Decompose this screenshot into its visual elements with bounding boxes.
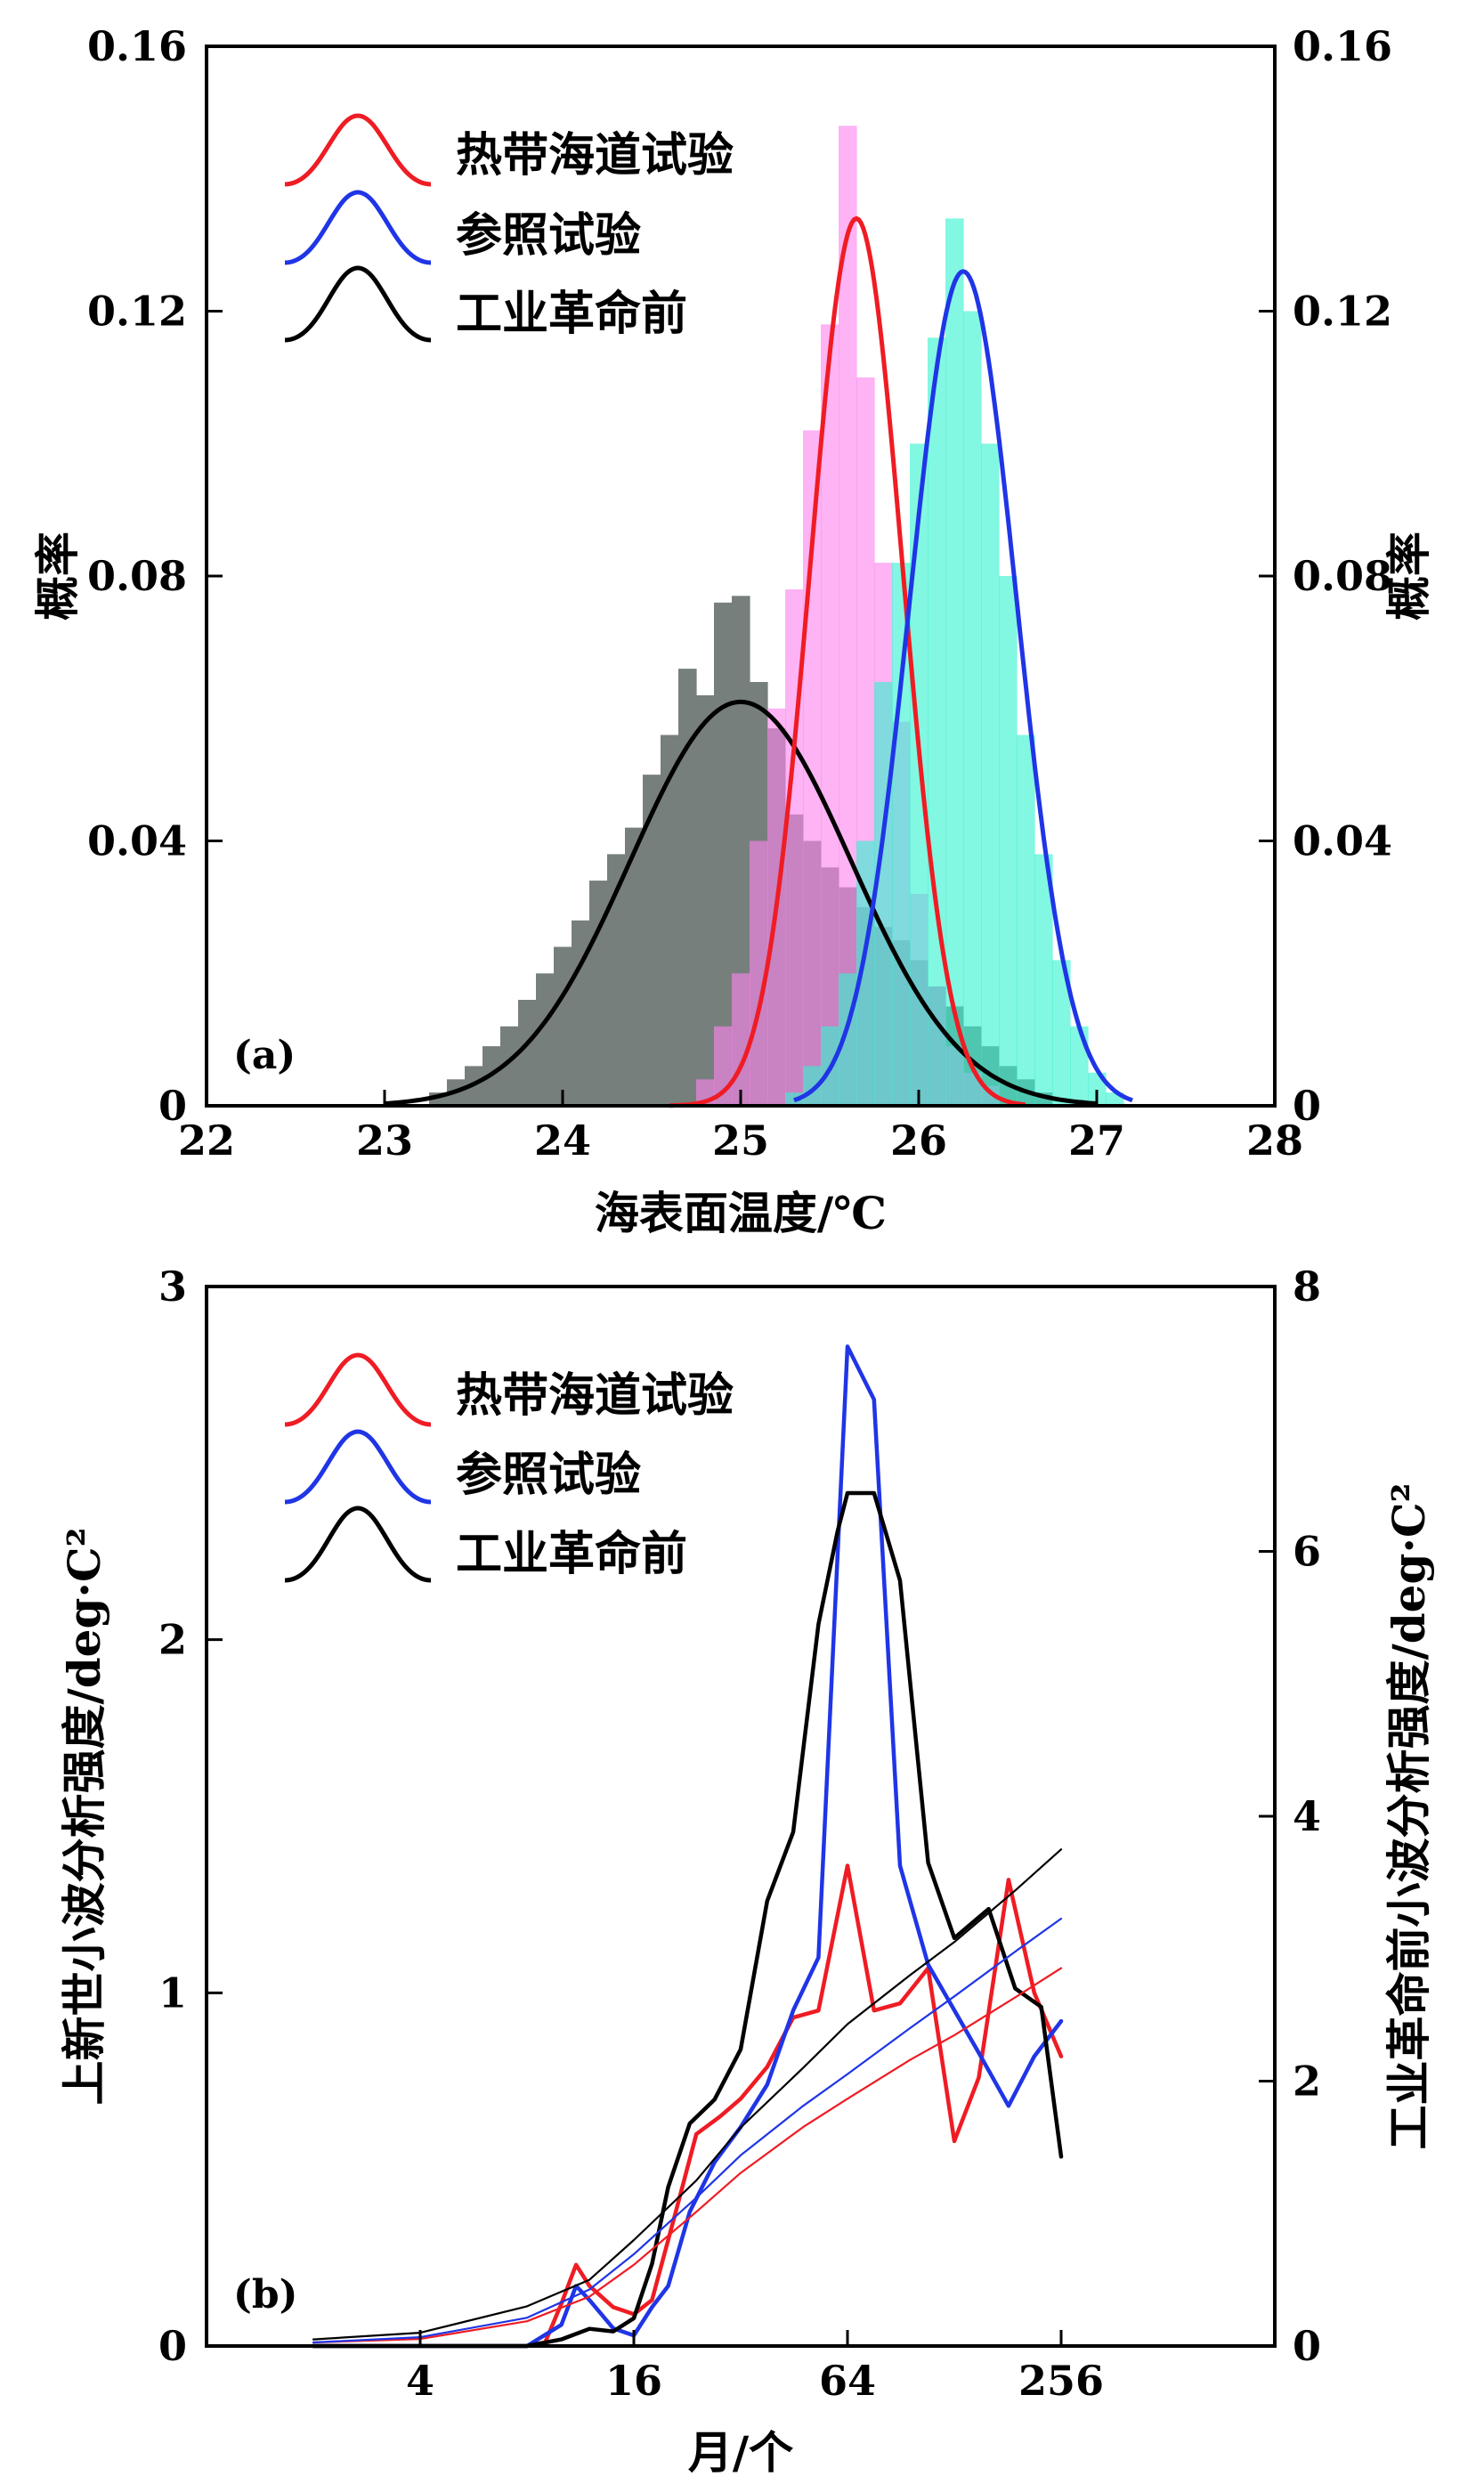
hist-bar-s0-13 (661, 735, 679, 1106)
hist-bar-s2-15 (1052, 960, 1071, 1106)
hist-bar-s2-11 (981, 443, 1000, 1107)
series-line-3 (312, 1967, 1063, 2344)
a-xtick-label-1: 23 (356, 1116, 413, 1165)
a-ytick-right-label-2: 0.08 (1293, 552, 1392, 600)
legend-b-control-label: 参照试验 (456, 1448, 641, 1502)
a-xtick-label-4: 26 (890, 1116, 947, 1165)
panel-b-ylabel-left: 上新世小波分析强度/deg·C² (58, 1527, 110, 2105)
hist-bar-s2-7 (910, 443, 929, 1107)
hist-bar-s2-10 (963, 311, 982, 1106)
b-ytick-left-label-3: 3 (158, 1262, 187, 1311)
hist-bar-s2-9 (945, 218, 964, 1106)
b-ytick-right-label-3: 6 (1293, 1528, 1321, 1576)
a-ytick-right-label-4: 0.16 (1293, 22, 1392, 70)
hist-bar-s0-10 (607, 854, 626, 1106)
hist-bar-s2-12 (999, 576, 1018, 1106)
legend-a-control-label: 参照试验 (456, 208, 641, 263)
hist-bar-s0-14 (678, 669, 697, 1106)
hist-bar-s0-8 (572, 920, 590, 1107)
fit-curve-s0 (384, 699, 1098, 1106)
a-ytick-left-label-4: 0.16 (87, 22, 187, 70)
hist-bar-s1-2 (732, 973, 750, 1107)
a-xtick-label-6: 28 (1246, 1116, 1303, 1165)
series-line-5 (312, 1848, 1063, 2341)
hist-bar-s1-3 (750, 840, 768, 1106)
legend-a-preindustrial-icon (284, 265, 432, 343)
panel-a-histogram: 22 23 24 25 26 27 2800.040.080.120.1600.040.08… (31, 22, 1435, 1239)
panel-a-legend: 热带海道试验 参照试验 工业革命前 (284, 113, 734, 343)
panel-b-xlabel: 月/个 (688, 2426, 793, 2479)
hist-bar-s2-16 (1070, 1026, 1089, 1107)
series-line-0 (311, 1863, 1064, 2349)
panel-b-ticks: 4 16 64 256 0 1 2 3 0 2 4 6 8 (158, 1262, 1321, 2405)
hist-bar-s0-6 (536, 973, 555, 1107)
b-ytick-right-label-0: 0 (1293, 2322, 1321, 2370)
panel-b-ylabel-right: 工业革命前小波分析强度/deg·C² (1383, 1482, 1435, 2149)
hist-bar-s2-8 (928, 337, 946, 1107)
panel-b-label: (b) (233, 2272, 297, 2318)
fit-curve-s1 (669, 215, 1026, 1108)
a-ytick-left-label-0: 0 (158, 1082, 187, 1130)
hist-bar-s2-17 (1088, 1072, 1107, 1106)
hist-bar-s0-5 (518, 1000, 537, 1106)
hist-bar-s1-7 (821, 324, 839, 1106)
legend-a-tropical-seaway-label: 热带海道试验 (456, 128, 734, 183)
legend-b-control-icon (284, 1429, 432, 1505)
b-ytick-right-label-1: 2 (1293, 2058, 1321, 2106)
a-xtick-label-5: 27 (1068, 1116, 1125, 1165)
b-xtick-label-1: 16 (605, 2357, 662, 2405)
series-line-2 (311, 1490, 1064, 2349)
hist-bar-s0-16 (714, 602, 733, 1107)
panel-b-legend: 热带海道试验 参照试验 工业革命前 (284, 1352, 734, 1583)
a-ytick-left-label-1: 0.04 (87, 817, 187, 865)
a-xtick-label-3: 25 (712, 1116, 769, 1165)
fit-curve-s2 (793, 269, 1133, 1103)
panel-b-wavelet: 4 16 64 256 0 1 2 3 0 2 4 6 8 (b) 月/个 上新世小波分析强度/deg·… (58, 1262, 1435, 2479)
panel-a-ticks: 22 23 24 25 26 27 2800.040.080.120.1600.040.08… (87, 22, 1392, 1165)
panel-a-ylabel-left: 概率 (31, 532, 84, 621)
a-ytick-right-label-3: 0.12 (1293, 288, 1392, 336)
hist-bar-s2-14 (1034, 854, 1053, 1106)
hist-bar-s0-11 (625, 827, 644, 1106)
hist-bar-s0-7 (554, 946, 572, 1106)
hist-bar-s0-15 (696, 694, 715, 1106)
legend-b-preindustrial-label: 工业革命前 (456, 1527, 687, 1581)
panel-a-xlabel: 海表面温度/℃ (595, 1187, 887, 1239)
b-ytick-left-label-2: 2 (158, 1616, 187, 1664)
legend-b-tropical-seaway-label: 热带海道试验 (456, 1368, 734, 1423)
b-ytick-right-label-4: 8 (1293, 1262, 1321, 1311)
legend-b-tropical-seaway-icon (284, 1352, 432, 1427)
legend-a-tropical-seaway-icon (284, 113, 432, 187)
b-ytick-left-label-1: 1 (158, 1969, 187, 2017)
b-ytick-right-label-2: 4 (1293, 1792, 1321, 1840)
panel-a-label: (a) (233, 1033, 296, 1078)
a-ytick-left-label-2: 0.08 (87, 552, 187, 600)
panel-a-curves (384, 215, 1133, 1108)
a-xtick-label-0: 22 (178, 1116, 235, 1165)
b-ytick-left-label-0: 0 (158, 2322, 187, 2370)
series-line-4 (312, 1917, 1063, 2344)
panel-a-ylabel-right: 概率 (1383, 532, 1435, 621)
hist-bar-s2-13 (1017, 735, 1035, 1106)
a-ytick-right-label-0: 0 (1293, 1082, 1321, 1130)
b-xtick-label-2: 64 (819, 2357, 876, 2405)
hist-bar-s0-12 (643, 775, 661, 1106)
legend-a-preindustrial-label: 工业革命前 (456, 287, 687, 341)
b-xtick-label-0: 4 (406, 2357, 434, 2405)
panel-b-lines (311, 1344, 1064, 2349)
legend-b-preindustrial-icon (284, 1506, 432, 1583)
legend-a-control-icon (284, 190, 432, 265)
a-ytick-left-label-3: 0.12 (87, 288, 187, 336)
hist-bar-s0-4 (500, 1026, 519, 1107)
a-xtick-label-2: 24 (534, 1116, 591, 1165)
b-xtick-label-3: 256 (1018, 2357, 1104, 2405)
a-ytick-right-label-1: 0.04 (1293, 817, 1392, 865)
